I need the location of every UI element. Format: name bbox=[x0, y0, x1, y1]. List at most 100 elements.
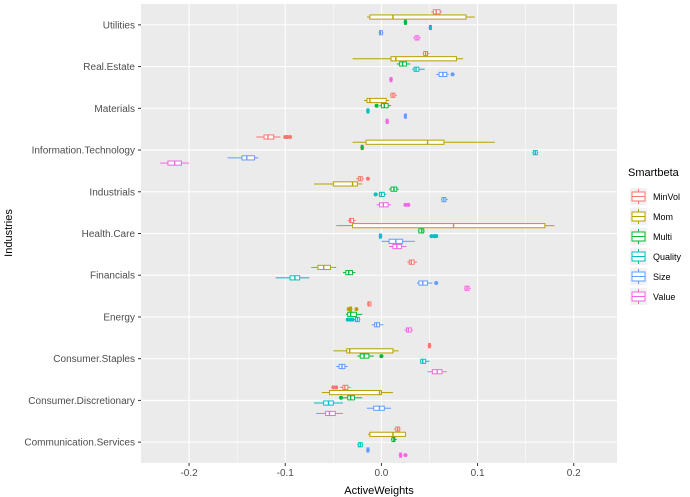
box-mom-3 bbox=[364, 97, 390, 104]
box-value-2 bbox=[389, 77, 393, 83]
box-mom-8 bbox=[346, 306, 359, 312]
series-value bbox=[160, 35, 471, 458]
box-quality-3 bbox=[366, 108, 370, 114]
x-tick-label: 0.2 bbox=[567, 468, 581, 479]
box-mom-11 bbox=[367, 431, 406, 437]
box-size-2 bbox=[436, 71, 455, 78]
legend: Smartbeta MinVol Mom Multi Quality Size Value bbox=[628, 167, 682, 305]
outlier-point bbox=[339, 395, 344, 400]
box-minvol-6 bbox=[347, 217, 356, 224]
box-value-10 bbox=[316, 410, 343, 417]
legend-label: Value bbox=[653, 292, 675, 302]
legend-item-value: Value bbox=[630, 288, 675, 305]
box-iqr bbox=[328, 389, 382, 396]
box-size-4 bbox=[227, 155, 259, 161]
outlier-point bbox=[374, 103, 379, 108]
y-tick-label: Industrials bbox=[89, 187, 135, 198]
x-tick-label: 0.1 bbox=[471, 468, 485, 479]
boxes-layer bbox=[160, 9, 555, 458]
box-iqr bbox=[365, 139, 445, 145]
outlier-point bbox=[288, 135, 293, 140]
box-multi-1 bbox=[403, 19, 408, 25]
box-iqr bbox=[347, 311, 357, 317]
y-tick-label: Health.Care bbox=[82, 229, 136, 240]
box-value-3 bbox=[385, 118, 390, 124]
series-size bbox=[227, 30, 455, 453]
box-mom-1 bbox=[366, 14, 475, 20]
box-minvol-11 bbox=[393, 426, 401, 432]
series-mom bbox=[311, 14, 555, 437]
box-multi-8 bbox=[345, 311, 363, 317]
legend-item-mom: Mom bbox=[630, 208, 673, 225]
box-value-11 bbox=[398, 452, 408, 458]
x-tick-label: -0.2 bbox=[180, 468, 198, 479]
outlier-point bbox=[434, 234, 439, 239]
outlier-point bbox=[429, 234, 434, 239]
box-multi-3 bbox=[374, 103, 392, 109]
outlier-point bbox=[406, 202, 411, 207]
box-minvol-4 bbox=[256, 134, 293, 140]
box-iqr bbox=[390, 56, 457, 62]
outlier-point bbox=[403, 453, 408, 458]
outlier-point bbox=[350, 317, 355, 322]
legend-item-quality: Quality bbox=[630, 248, 682, 265]
box-multi-9 bbox=[357, 353, 384, 359]
box-quality-4 bbox=[532, 150, 539, 156]
box-quality-5 bbox=[373, 191, 387, 197]
y-axis-title: Industries bbox=[3, 209, 15, 257]
legend-label: Quality bbox=[653, 252, 682, 262]
outlier-point bbox=[365, 176, 370, 181]
outlier-point bbox=[285, 135, 290, 140]
box-quality-10 bbox=[314, 400, 343, 406]
x-tick-label: -0.1 bbox=[277, 468, 295, 479]
outlier-point bbox=[403, 202, 408, 207]
box-size-10 bbox=[366, 405, 392, 411]
box-minvol-7 bbox=[407, 259, 417, 265]
outlier-point bbox=[434, 281, 439, 286]
box-multi-11 bbox=[391, 436, 397, 443]
outlier-point bbox=[345, 317, 350, 322]
box-minvol-9 bbox=[427, 343, 432, 349]
outlier-point bbox=[450, 72, 455, 77]
box-mom-2 bbox=[352, 56, 464, 62]
legend-item-multi: Multi bbox=[630, 228, 672, 245]
box-minvol-3 bbox=[390, 92, 397, 98]
box-iqr bbox=[369, 431, 406, 437]
series-minvol bbox=[256, 9, 442, 432]
box-size-6 bbox=[381, 238, 416, 244]
y-tick-label: Consumer.Staples bbox=[53, 354, 135, 365]
box-minvol-5 bbox=[356, 176, 370, 182]
y-tick-label: Utilities bbox=[103, 20, 135, 31]
box-quality-9 bbox=[419, 358, 430, 364]
box-quality-11 bbox=[357, 442, 364, 448]
outlier-point bbox=[346, 307, 351, 312]
y-tick-label: Real.Estate bbox=[83, 62, 135, 73]
legend-label: Multi bbox=[653, 232, 672, 242]
y-tick-label: Consumer.Discretionary bbox=[28, 396, 135, 407]
box-mom-4 bbox=[352, 139, 495, 145]
box-mom-10 bbox=[321, 389, 393, 396]
series-multi bbox=[339, 19, 425, 443]
legend-label: Mom bbox=[653, 212, 673, 222]
box-size-5 bbox=[441, 197, 448, 203]
box-value-7 bbox=[464, 285, 471, 291]
y-tick-label: Communication.Services bbox=[24, 438, 135, 449]
box-size-11 bbox=[366, 447, 370, 453]
box-multi-7 bbox=[342, 270, 356, 276]
y-tick-label: Materials bbox=[94, 104, 135, 115]
box-size-8 bbox=[371, 322, 384, 328]
box-iqr bbox=[366, 97, 387, 104]
box-minvol-8 bbox=[366, 301, 372, 307]
box-size-9 bbox=[336, 363, 348, 370]
box-iqr bbox=[346, 348, 394, 354]
box-iqr bbox=[332, 181, 358, 187]
box-quality-7 bbox=[275, 275, 310, 281]
legend-title: Smartbeta bbox=[628, 167, 680, 179]
y-axis: Utilities Real.Estate Materials Information… bbox=[24, 20, 141, 449]
box-iqr bbox=[369, 14, 467, 20]
outlier-point bbox=[379, 354, 384, 359]
box-value-9 bbox=[427, 369, 447, 375]
outlier-point bbox=[354, 307, 359, 312]
